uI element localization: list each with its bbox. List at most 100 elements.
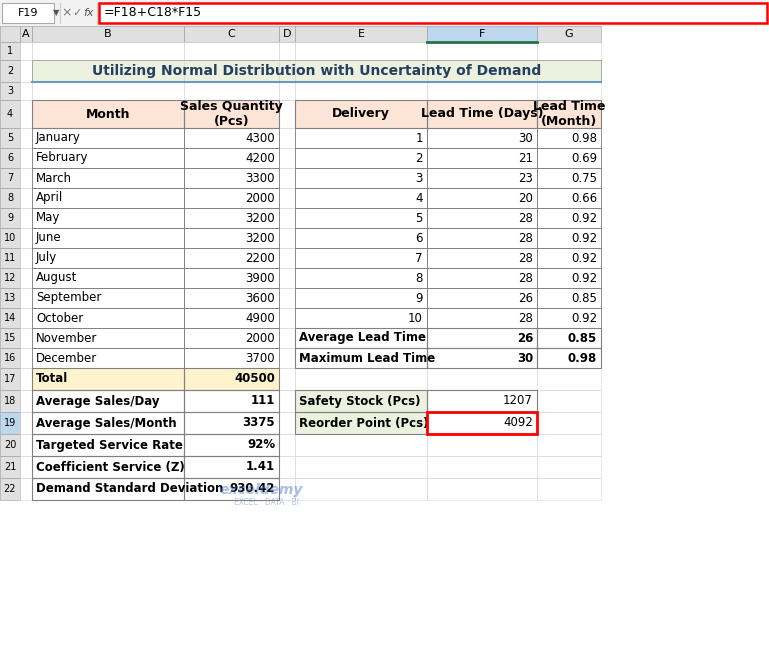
Bar	[20, 308, 32, 328]
Bar	[20, 478, 32, 500]
Text: December: December	[36, 352, 97, 364]
Bar	[0, 168, 20, 188]
Bar	[537, 456, 601, 478]
Bar	[427, 268, 537, 288]
Bar	[295, 26, 427, 42]
Text: 3200: 3200	[245, 211, 275, 225]
Bar	[99, 3, 767, 23]
Bar	[295, 390, 427, 412]
Bar	[279, 42, 295, 60]
Bar	[537, 60, 601, 82]
Bar	[184, 148, 279, 168]
Text: 5: 5	[7, 133, 13, 143]
Bar	[184, 434, 279, 456]
Bar	[427, 390, 537, 412]
Text: 21: 21	[4, 462, 16, 472]
Bar	[537, 348, 601, 368]
Bar	[20, 248, 32, 268]
Bar	[0, 100, 20, 128]
Bar	[184, 168, 279, 188]
Bar	[427, 26, 537, 42]
Bar	[427, 26, 537, 42]
Bar	[295, 288, 427, 308]
Text: E: E	[358, 29, 365, 39]
Bar	[537, 208, 601, 228]
Bar	[295, 248, 427, 268]
Bar	[184, 100, 279, 128]
Text: 40500: 40500	[234, 372, 275, 386]
Bar	[427, 60, 537, 82]
Bar	[537, 100, 601, 128]
Bar	[537, 268, 601, 288]
Bar	[427, 328, 537, 348]
Bar	[20, 434, 32, 456]
Bar	[427, 148, 537, 168]
Bar	[295, 328, 427, 348]
Bar	[20, 308, 32, 328]
Bar	[0, 128, 20, 148]
Bar	[295, 348, 427, 368]
Bar	[32, 60, 184, 82]
Bar	[0, 148, 20, 168]
Bar	[279, 148, 295, 168]
Bar	[0, 248, 20, 268]
Bar	[32, 268, 184, 288]
Text: October: October	[36, 311, 83, 325]
Text: 28: 28	[518, 211, 533, 225]
Bar	[537, 128, 601, 148]
Bar	[295, 228, 427, 248]
Text: 0.85: 0.85	[568, 331, 597, 344]
Bar	[184, 268, 279, 288]
Bar	[295, 128, 427, 148]
Text: 0.92: 0.92	[571, 251, 597, 265]
Bar	[537, 188, 601, 208]
Bar	[427, 82, 537, 100]
Bar	[184, 288, 279, 308]
Bar	[427, 208, 537, 228]
Bar	[32, 268, 184, 288]
Text: Utilizing Normal Distribution with Uncertainty of Demand: Utilizing Normal Distribution with Uncer…	[92, 64, 541, 78]
Bar	[537, 188, 601, 208]
Text: 0.92: 0.92	[571, 211, 597, 225]
Bar	[295, 100, 427, 128]
Bar	[32, 208, 184, 228]
Bar	[184, 308, 279, 328]
Bar	[537, 434, 601, 456]
Bar	[0, 188, 20, 208]
Bar	[0, 208, 20, 228]
Bar	[0, 248, 20, 268]
Bar	[32, 308, 184, 328]
Bar	[295, 308, 427, 328]
Text: 18: 18	[4, 396, 16, 406]
Bar	[537, 42, 601, 60]
Bar	[99, 3, 767, 23]
Bar	[0, 60, 20, 82]
Bar	[279, 60, 295, 82]
Text: June: June	[36, 231, 62, 245]
Bar	[32, 308, 184, 328]
Bar	[0, 26, 20, 42]
Text: 8: 8	[7, 193, 13, 203]
Bar	[2, 3, 54, 23]
Text: 2200: 2200	[245, 251, 275, 265]
Bar	[20, 82, 32, 100]
Text: ▼: ▼	[53, 9, 59, 17]
Bar	[184, 248, 279, 268]
Text: 28: 28	[518, 251, 533, 265]
Bar	[32, 434, 184, 456]
Bar	[279, 268, 295, 288]
Bar	[295, 434, 427, 456]
Bar	[295, 188, 427, 208]
Bar	[537, 390, 601, 412]
Text: 28: 28	[518, 271, 533, 285]
Bar	[32, 188, 184, 208]
Bar	[184, 368, 279, 390]
Bar	[32, 42, 184, 60]
Bar	[427, 100, 537, 128]
Bar	[32, 412, 184, 434]
Bar	[0, 148, 20, 168]
Bar	[20, 456, 32, 478]
Bar	[0, 288, 20, 308]
Bar	[184, 60, 279, 82]
Bar	[427, 168, 537, 188]
